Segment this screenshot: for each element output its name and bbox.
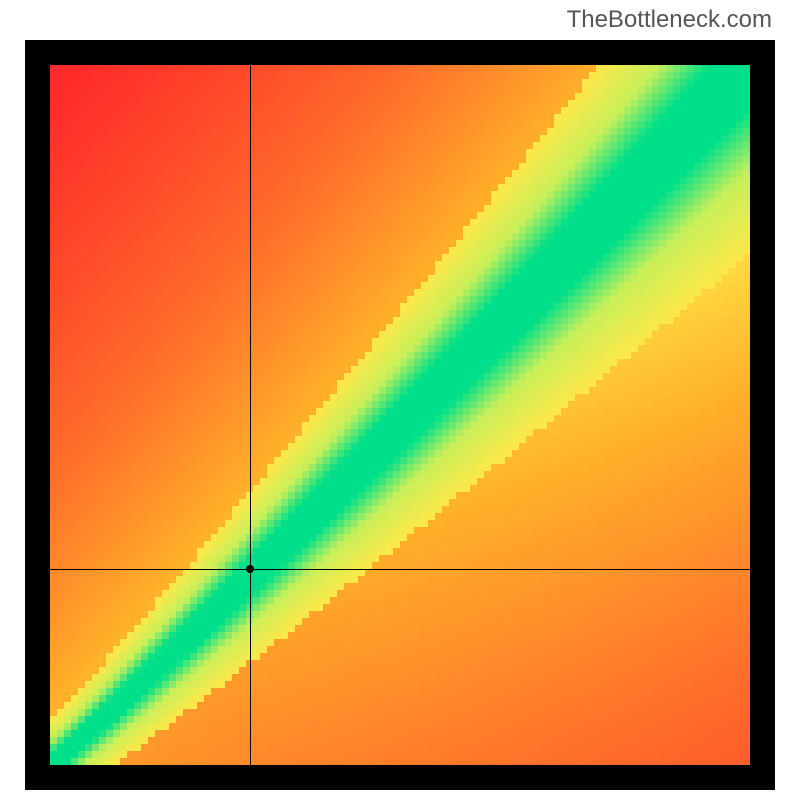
plot-frame [25, 40, 775, 790]
crosshair-dot [246, 565, 254, 573]
bottleneck-heatmap [50, 65, 750, 765]
crosshair-horizontal [50, 569, 750, 570]
crosshair-vertical [250, 65, 251, 765]
watermark-text: TheBottleneck.com [567, 6, 772, 34]
